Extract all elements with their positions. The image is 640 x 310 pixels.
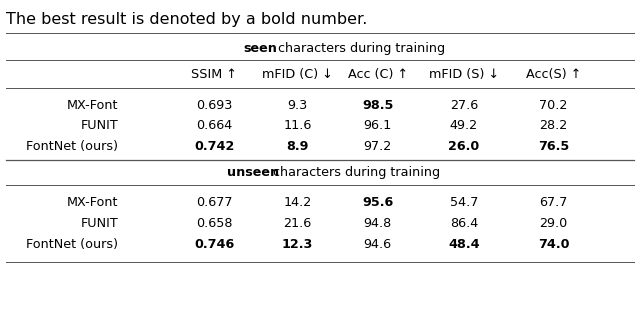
Text: characters during training: characters during training bbox=[269, 166, 440, 179]
Text: 94.6: 94.6 bbox=[364, 238, 392, 251]
Text: 98.5: 98.5 bbox=[362, 99, 394, 112]
Text: MX-Font: MX-Font bbox=[67, 196, 118, 209]
Text: 97.2: 97.2 bbox=[364, 140, 392, 153]
Text: 27.6: 27.6 bbox=[450, 99, 478, 112]
Text: 29.0: 29.0 bbox=[540, 217, 568, 230]
Text: Acc(S) ↑: Acc(S) ↑ bbox=[526, 68, 581, 81]
Text: FontNet (ours): FontNet (ours) bbox=[26, 140, 118, 153]
Text: 9.3: 9.3 bbox=[287, 99, 308, 112]
Text: Acc (C) ↑: Acc (C) ↑ bbox=[348, 68, 408, 81]
Text: FUNIT: FUNIT bbox=[81, 119, 118, 132]
Text: 11.6: 11.6 bbox=[284, 119, 312, 132]
Text: MX-Font: MX-Font bbox=[67, 99, 118, 112]
Text: mFID (C) ↓: mFID (C) ↓ bbox=[262, 68, 333, 81]
Text: 76.5: 76.5 bbox=[538, 140, 569, 153]
Text: SSIM ↑: SSIM ↑ bbox=[191, 68, 237, 81]
Text: 49.2: 49.2 bbox=[450, 119, 478, 132]
Text: 54.7: 54.7 bbox=[450, 196, 478, 209]
Text: FUNIT: FUNIT bbox=[81, 217, 118, 230]
Text: seen: seen bbox=[243, 42, 277, 55]
Text: 48.4: 48.4 bbox=[448, 238, 480, 251]
Text: 70.2: 70.2 bbox=[540, 99, 568, 112]
Text: 12.3: 12.3 bbox=[282, 238, 314, 251]
Text: 0.746: 0.746 bbox=[195, 238, 234, 251]
Text: 0.658: 0.658 bbox=[196, 217, 233, 230]
Text: 0.677: 0.677 bbox=[196, 196, 233, 209]
Text: 94.8: 94.8 bbox=[364, 217, 392, 230]
Text: 67.7: 67.7 bbox=[540, 196, 568, 209]
Text: 21.6: 21.6 bbox=[284, 217, 312, 230]
Text: mFID (S) ↓: mFID (S) ↓ bbox=[429, 68, 499, 81]
Text: 0.693: 0.693 bbox=[196, 99, 232, 112]
Text: 0.664: 0.664 bbox=[196, 119, 232, 132]
Text: 86.4: 86.4 bbox=[450, 217, 478, 230]
Text: 28.2: 28.2 bbox=[540, 119, 568, 132]
Text: 8.9: 8.9 bbox=[286, 140, 309, 153]
Text: characters during training: characters during training bbox=[274, 42, 445, 55]
Text: 14.2: 14.2 bbox=[284, 196, 312, 209]
Text: 95.6: 95.6 bbox=[362, 196, 393, 209]
Text: The best result is denoted by a bold number.: The best result is denoted by a bold num… bbox=[6, 12, 368, 27]
Text: 74.0: 74.0 bbox=[538, 238, 570, 251]
Text: FontNet (ours): FontNet (ours) bbox=[26, 238, 118, 251]
Text: 96.1: 96.1 bbox=[364, 119, 392, 132]
Text: unseen: unseen bbox=[227, 166, 279, 179]
Text: 26.0: 26.0 bbox=[449, 140, 479, 153]
Text: 0.742: 0.742 bbox=[194, 140, 235, 153]
